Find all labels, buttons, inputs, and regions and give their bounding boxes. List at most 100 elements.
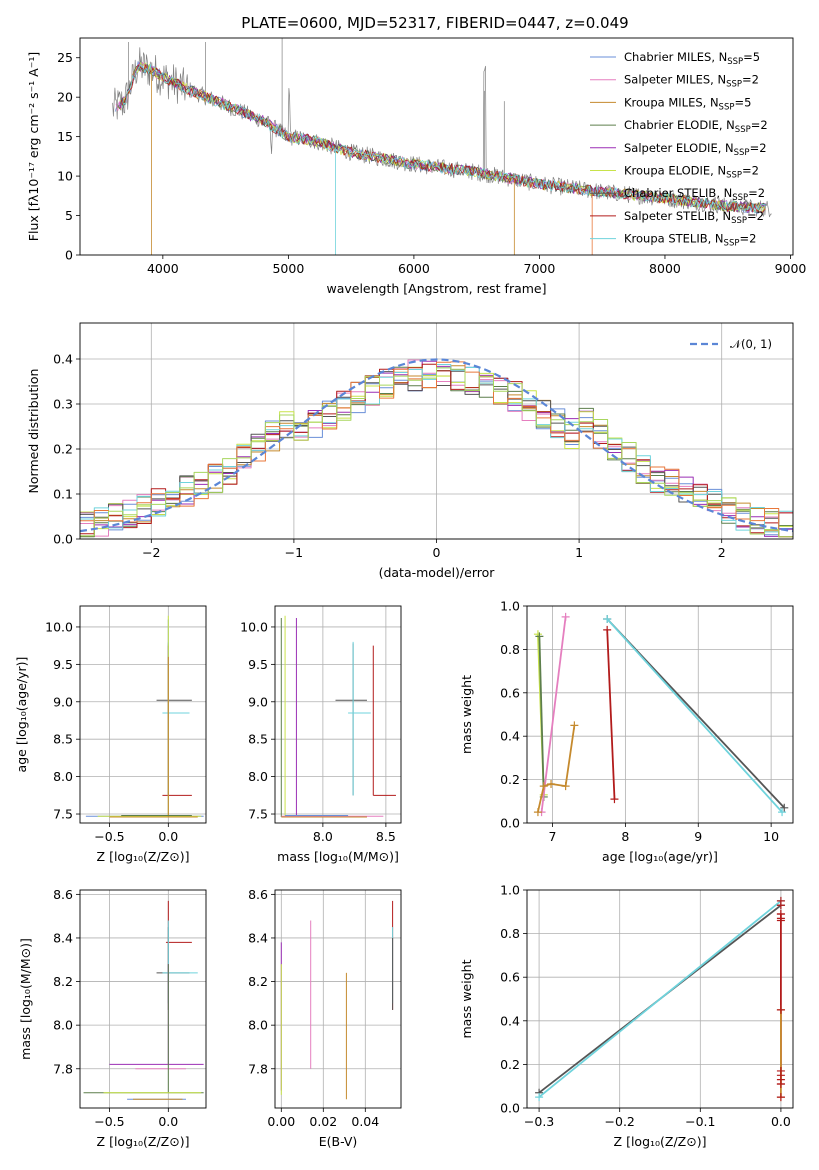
legend-entry: Chabrier STELIB, NSSP=2 — [624, 186, 765, 203]
y-tick-label: 8.4 — [248, 930, 268, 945]
point-marker — [533, 630, 542, 639]
axes-frame — [79, 889, 207, 1109]
plot-area — [533, 612, 789, 817]
legend-entry: Chabrier ELODIE, NSSP=2 — [624, 118, 768, 135]
legend-value: =2 — [751, 118, 768, 132]
y-tick-label: 8.0 — [53, 769, 73, 784]
x-axis-label: (data-model)/error — [379, 565, 496, 580]
legend-subscript: SSP — [731, 216, 747, 226]
y-tick-label: 0.2 — [53, 442, 73, 457]
legend-entry: Chabrier MILES, NSSP=5 — [624, 50, 760, 67]
histogram-step — [80, 367, 793, 538]
y-tick-label: 8.4 — [53, 930, 73, 945]
y-tick-label: 8.2 — [248, 974, 268, 989]
normal-curve — [80, 358, 793, 533]
y-tick-label: 0.8 — [500, 926, 520, 941]
weight-series-line — [540, 616, 567, 813]
x-tick-label: 0 — [433, 545, 441, 560]
point-marker — [547, 779, 556, 788]
grid — [275, 890, 401, 1108]
y-tick-label: 9.5 — [248, 657, 268, 672]
y-tick-label: 25 — [57, 50, 73, 65]
plot-area — [80, 358, 793, 538]
x-tick-label: 8.0 — [313, 829, 333, 844]
legend-value: =2 — [747, 209, 764, 223]
axes-frame — [274, 605, 402, 824]
mass-vs-metallicity-panel: −0.5 0.0 7.8 8.0 8.2 8.4 8.6 Z [log₁₀(Z/Z⊙)] mas… — [18, 887, 207, 1149]
y-tick-label: 0.1 — [53, 487, 73, 502]
point-marker — [539, 782, 548, 791]
axes-frame — [526, 889, 794, 1109]
y-tick-label: 15 — [57, 129, 73, 144]
y-tick-label: 8.6 — [248, 887, 268, 902]
y-tick-label: 0.6 — [500, 970, 520, 985]
axes: −2 −1 0 1 2 0.0 0.1 0.2 0.3 0.4 (data-model)/error… — [26, 322, 794, 580]
legend-subscript: SSP — [734, 148, 750, 158]
plot-area — [280, 615, 396, 818]
point-marker — [776, 1005, 785, 1014]
y-tick-label: 0.0 — [500, 816, 520, 831]
y-tick-label: 0.2 — [500, 772, 520, 787]
legend-subscript: SSP — [735, 125, 751, 135]
point-marker — [603, 625, 612, 634]
legend-entry: Salpeter STELIB, NSSP=2 — [624, 209, 764, 226]
residual-histogram-panel: −2 −1 0 1 2 0.0 0.1 0.2 0.3 0.4 (data-model)/error… — [26, 322, 794, 580]
legend-entry: Kroupa STELIB, NSSP=2 — [624, 232, 756, 249]
y-axis-label: age [log₁₀(age/yr)] — [14, 657, 29, 773]
x-tick-label: −0.5 — [94, 829, 124, 844]
weight-series-line — [538, 900, 782, 1098]
x-tick-label: 8000 — [649, 261, 681, 276]
x-tick-label: 0.04 — [351, 1114, 379, 1129]
x-tick-label: 6000 — [398, 261, 430, 276]
point-marker — [535, 632, 544, 641]
y-axis-label: Flux [fλ10⁻¹⁷ erg cm⁻² s⁻¹ A⁻¹] — [26, 52, 41, 241]
y-tick-label: 8.0 — [248, 769, 268, 784]
y-tick-label: 9.0 — [248, 694, 268, 709]
x-tick-label: 9 — [694, 829, 702, 844]
x-axis-label: Z [log₁₀(Z/Z⊙)] — [97, 1134, 190, 1149]
grid — [527, 605, 793, 824]
legend-entry: Salpeter ELODIE, NSSP=2 — [624, 141, 767, 158]
y-tick-label: 8.6 — [53, 887, 73, 902]
x-tick-label: −0.5 — [94, 1114, 124, 1129]
legend-subscript: SSP — [724, 239, 740, 249]
mass-vs-ebv-panel: 0.00 0.02 0.04 7.8 8.0 8.2 8.4 8.6 E(B-V) — [248, 887, 402, 1149]
x-tick-label: 0.0 — [771, 1114, 791, 1129]
y-tick-label: 0.0 — [53, 532, 73, 547]
axes: −0.5 0.0 7.8 8.0 8.2 8.4 8.6 Z [log₁₀(Z/Z⊙)] mas… — [18, 887, 207, 1149]
legend-subscript: SSP — [719, 102, 735, 112]
y-tick-label: 0.6 — [500, 685, 520, 700]
axes-frame — [79, 37, 794, 256]
y-axis-label: Normed distribution — [26, 369, 41, 494]
y-tick-label: 7.5 — [53, 807, 73, 822]
model-spectrum — [120, 64, 765, 213]
y-tick-label: 0 — [65, 248, 73, 263]
legend-subscript: SSP — [727, 57, 743, 67]
axes: 7 8 9 10 0.0 0.2 0.4 0.6 0.8 1.0 age [log₁₀(age/yr… — [459, 599, 794, 864]
point-marker — [561, 782, 570, 791]
y-tick-label: 0.8 — [500, 642, 520, 657]
y-tick-label: 10.0 — [240, 619, 268, 634]
grid — [80, 890, 206, 1108]
legend-value: =5 — [734, 95, 751, 109]
legend: Chabrier MILES, NSSP=5 Salpeter MILES, NS… — [590, 50, 768, 249]
y-tick-label: 8.2 — [53, 974, 73, 989]
y-tick-label: 10.0 — [45, 619, 73, 634]
point-marker — [778, 808, 787, 817]
axes-frame — [274, 889, 402, 1109]
legend: 𝒩(0, 1) — [690, 337, 772, 351]
legend-entry: Kroupa ELODIE, NSSP=2 — [624, 164, 759, 181]
y-tick-label: 9.0 — [53, 694, 73, 709]
point-marker — [603, 615, 612, 624]
x-tick-label: −1 — [285, 545, 303, 560]
x-tick-label: 0.02 — [309, 1114, 337, 1129]
x-tick-label: 10 — [763, 829, 779, 844]
y-tick-label: 20 — [57, 90, 73, 105]
x-axis-label: Z [log₁₀(Z/Z⊙)] — [614, 1134, 707, 1149]
axes: 8.0 8.5 7.5 8.0 8.5 9.0 9.5 10.0 mass [log₁₀(M/M… — [240, 605, 402, 864]
legend-value: =2 — [742, 73, 759, 87]
legend-value: =2 — [742, 164, 759, 178]
legend-subscript: SSP — [732, 193, 748, 203]
axes: 4000 5000 6000 7000 8000 9000 0 5 10 15 20 25 wavele… — [26, 37, 806, 296]
axes: −0.5 0.0 7.5 8.0 8.5 9.0 9.5 10.0 Z [log₁₀(Z/Z⊙)… — [14, 605, 207, 864]
